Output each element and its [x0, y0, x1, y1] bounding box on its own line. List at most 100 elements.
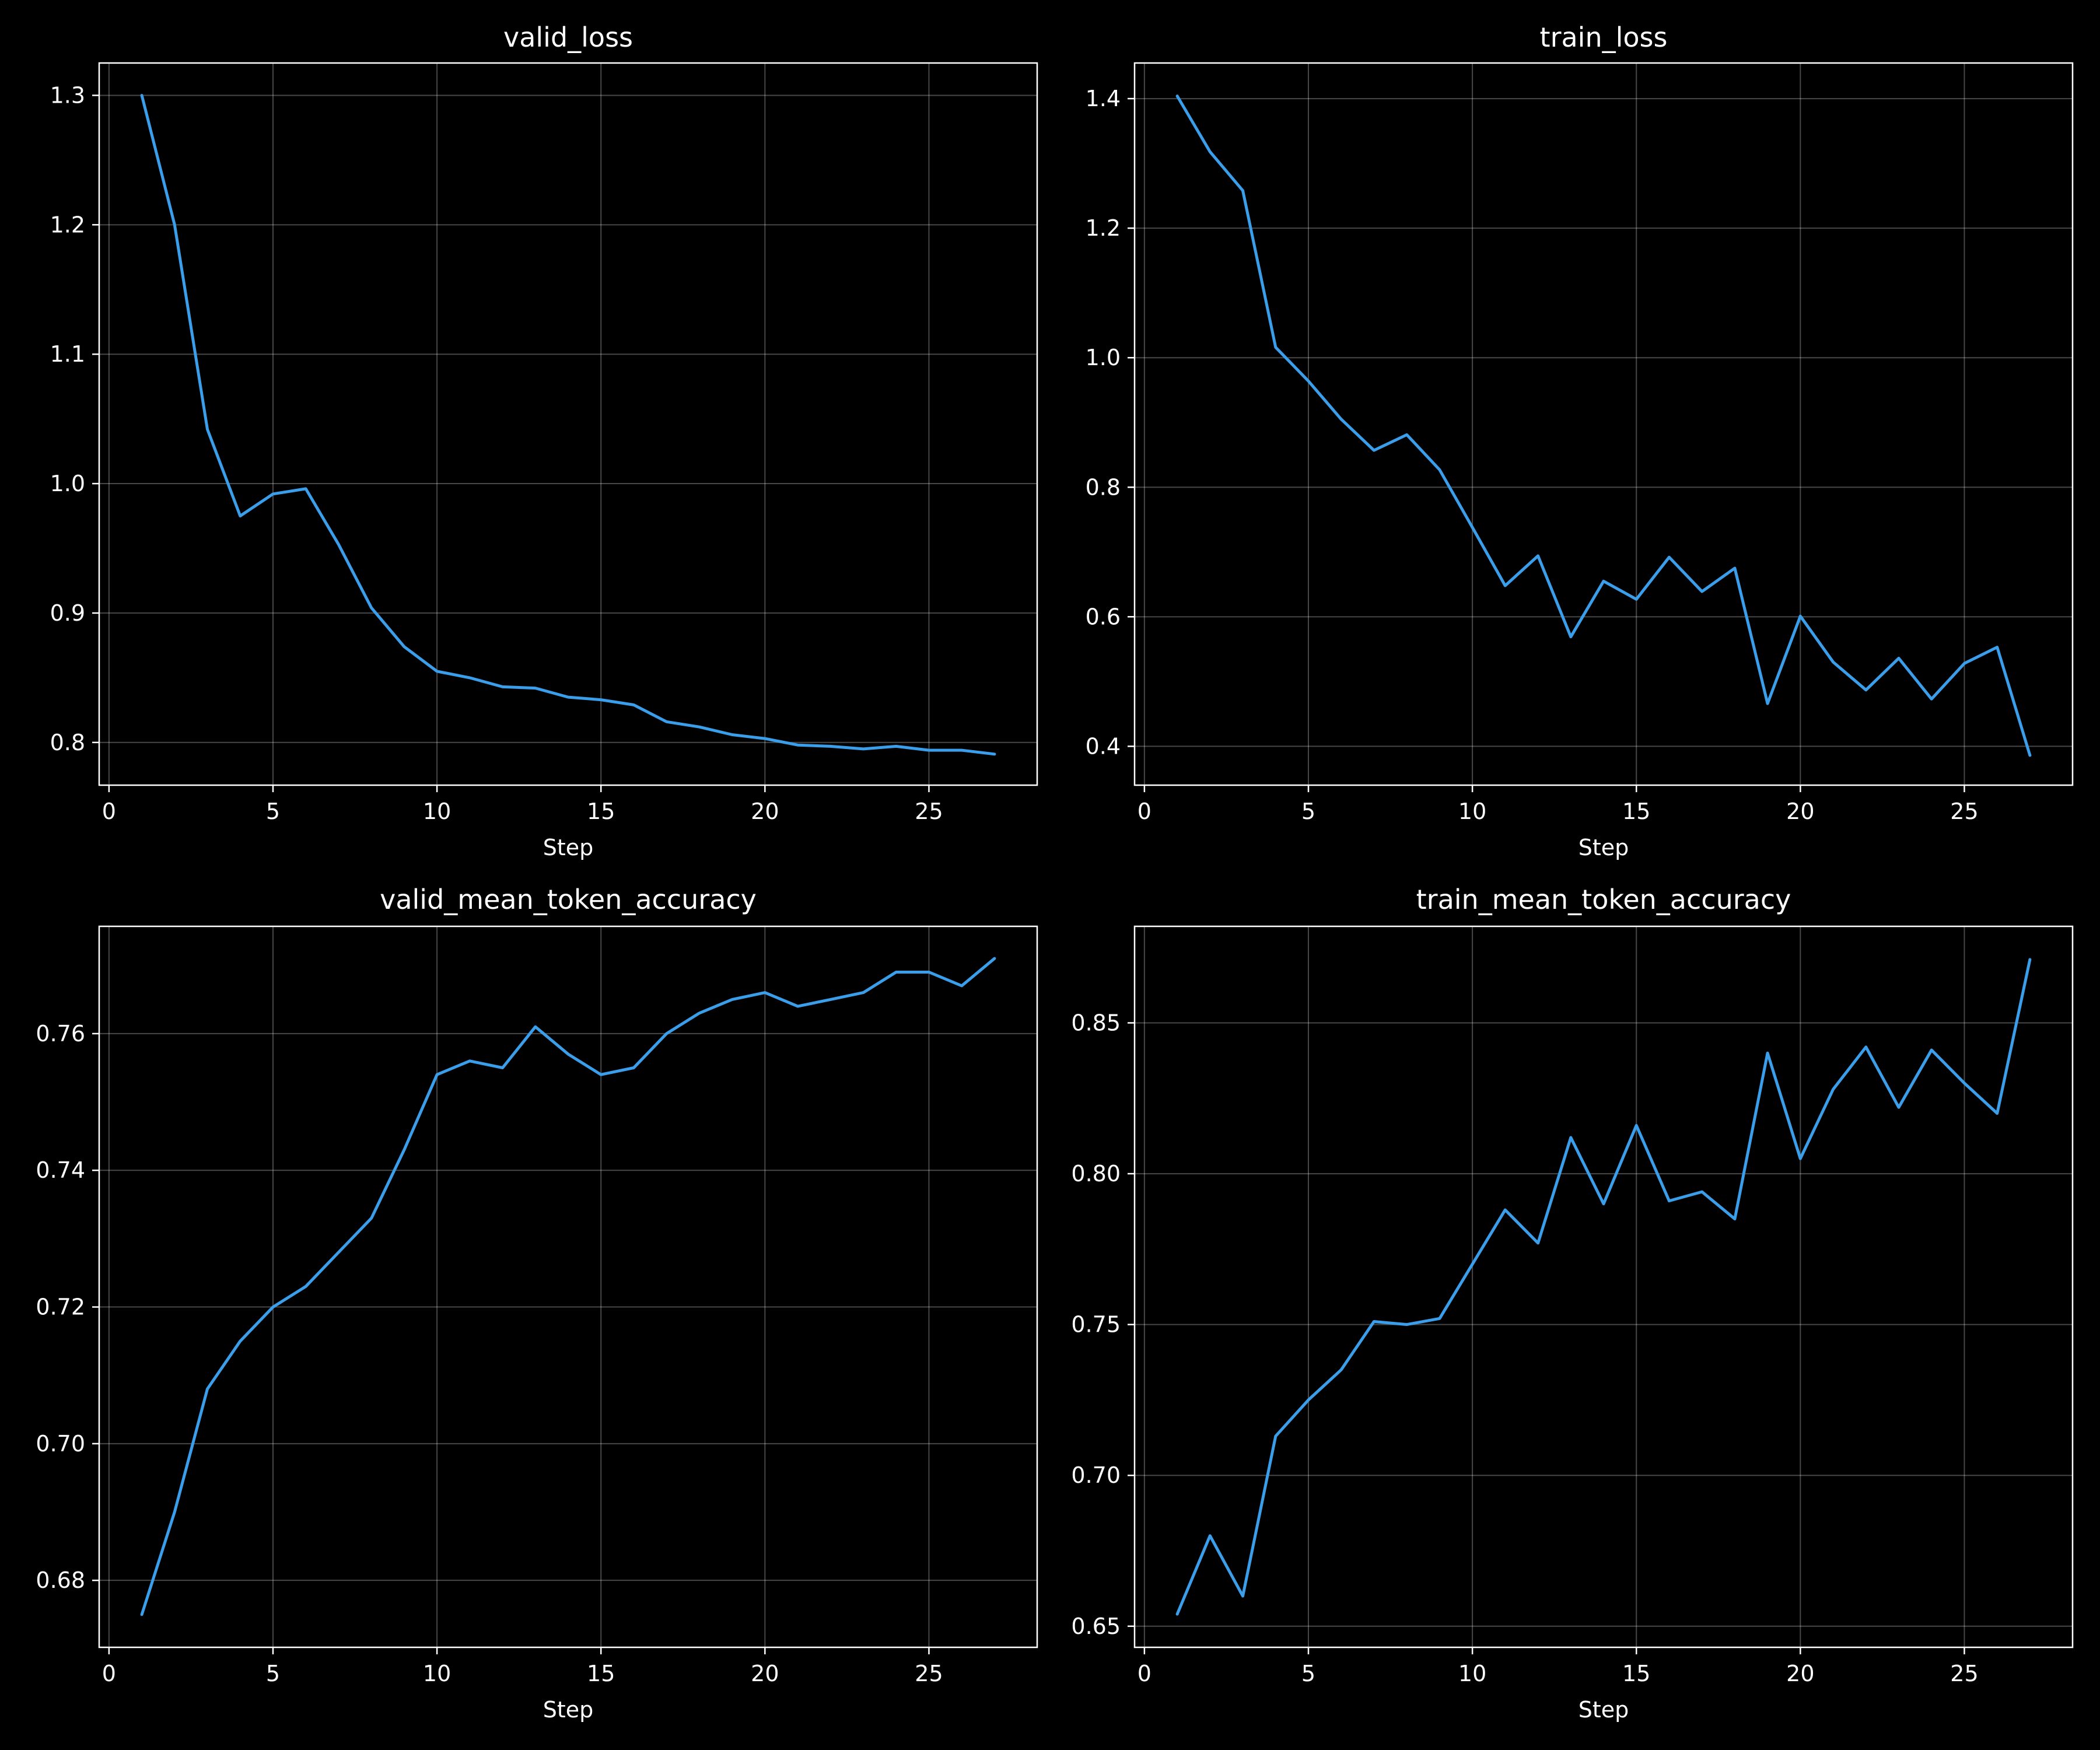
data-point — [664, 719, 669, 724]
data-point — [566, 1052, 570, 1056]
panel-train-mean-token-accuracy: train_mean_token_accuracy Step 0 5 10 15 20 2… — [1071, 884, 2074, 1723]
data-point — [402, 1147, 407, 1152]
y-tick-label: 0.8 — [1086, 474, 1121, 500]
y-tick-label: 0.4 — [1086, 733, 1121, 759]
data-point — [1634, 597, 1639, 601]
x-tick-label: 20 — [1786, 799, 1814, 824]
data-point — [1601, 579, 1606, 583]
data-point — [828, 744, 833, 748]
data-point — [467, 676, 472, 680]
data-point — [533, 686, 538, 691]
data-point — [1241, 188, 1245, 193]
data-point — [435, 1072, 439, 1077]
data-point — [1208, 1534, 1212, 1538]
panel-valid-loss: valid_loss Step 0 5 10 15 20 25 0.8 0.9 1.0 1.1 1.… — [50, 22, 1038, 860]
data-point — [1273, 1434, 1278, 1438]
data-point — [1700, 1189, 1704, 1194]
data-point — [1700, 589, 1704, 594]
x-tick-label: 25 — [1950, 1661, 1978, 1686]
data-point — [926, 970, 931, 974]
data-point — [1929, 696, 1934, 701]
data-point — [1175, 94, 1180, 99]
data-point — [1306, 379, 1311, 383]
data-point — [501, 684, 505, 689]
data-point — [1667, 555, 1671, 559]
data-point — [796, 1004, 800, 1009]
y-tick-label: 0.70 — [1071, 1462, 1121, 1488]
data-point — [139, 1612, 144, 1617]
data-point — [1273, 345, 1278, 349]
data-point — [1175, 1612, 1180, 1616]
axes-frame — [1133, 925, 2074, 1648]
y-tick-label: 1.4 — [1086, 86, 1121, 111]
data-point — [1765, 1051, 1770, 1055]
x-tick-label: 10 — [423, 1661, 451, 1686]
x-tick-label: 5 — [1301, 1661, 1315, 1686]
x-tick-label: 0 — [1138, 799, 1152, 824]
y-tick-label: 0.76 — [36, 1021, 85, 1046]
data-point — [369, 606, 374, 610]
data-point — [762, 736, 767, 741]
panel-title: train_loss — [1540, 22, 1668, 53]
y-tick-label: 0.75 — [1071, 1312, 1121, 1338]
data-point — [598, 1072, 603, 1077]
data-point — [1339, 1367, 1343, 1372]
data-point — [139, 93, 144, 97]
data-point — [697, 1011, 702, 1016]
data-point — [566, 695, 570, 699]
panel-title: valid_mean_token_accuracy — [380, 884, 757, 915]
x-tick-label: 0 — [1138, 1661, 1152, 1686]
data-point — [992, 752, 997, 757]
data-point — [730, 732, 734, 737]
x-axis-label: Step — [1578, 1697, 1629, 1723]
x-tick-label: 5 — [266, 1661, 280, 1686]
data-point — [1405, 432, 1409, 437]
y-tick-label: 0.65 — [1071, 1614, 1121, 1639]
y-tick-label: 0.74 — [36, 1157, 85, 1183]
data-point — [1798, 614, 1803, 618]
data-point — [1995, 1111, 2000, 1116]
data-point — [1634, 1123, 1639, 1128]
data-point — [1864, 1045, 1868, 1049]
data-point — [992, 956, 997, 961]
y-tick-label: 0.80 — [1071, 1161, 1121, 1186]
x-tick-label: 15 — [587, 799, 615, 824]
data-point — [861, 747, 866, 751]
panel-title: valid_loss — [503, 22, 633, 53]
data-point — [926, 748, 931, 752]
data-point — [2028, 957, 2032, 962]
data-point — [533, 1024, 538, 1029]
data-point — [828, 997, 833, 1002]
data-point — [1601, 1202, 1606, 1206]
data-point — [1503, 1208, 1507, 1212]
x-tick-label: 15 — [1622, 799, 1650, 824]
data-point — [1371, 1319, 1376, 1324]
data-point — [205, 427, 210, 432]
y-tick-label: 1.3 — [50, 82, 85, 108]
x-tick-label: 10 — [1458, 799, 1486, 824]
data-point — [1306, 1398, 1311, 1402]
data-point — [238, 1339, 243, 1343]
x-tick-label: 10 — [423, 799, 451, 824]
data-point — [762, 991, 767, 995]
data-point — [1962, 1081, 1966, 1086]
data-point — [172, 1510, 177, 1514]
y-tick-label: 1.0 — [50, 471, 85, 496]
y-tick-label: 1.2 — [1086, 215, 1121, 241]
data-point — [435, 669, 439, 674]
y-tick-label: 0.68 — [36, 1567, 85, 1593]
panel-train-loss: train_loss Step 0 5 10 15 20 25 0.4 0.6 0.8 1.0 1.… — [1086, 22, 2074, 860]
data-point — [960, 748, 964, 752]
x-axis-label: Step — [543, 835, 594, 860]
x-tick-label: 20 — [751, 1661, 779, 1686]
panel-title: train_mean_token_accuracy — [1416, 884, 1791, 915]
x-tick-label: 20 — [1786, 1661, 1814, 1686]
data-point — [1732, 566, 1737, 570]
data-point — [1437, 467, 1442, 472]
data-point — [1470, 1262, 1475, 1266]
data-point — [1569, 635, 1573, 639]
y-tick-label: 0.8 — [50, 730, 85, 755]
axes-frame — [1133, 62, 2074, 786]
data-point — [1995, 645, 2000, 650]
y-tick-label: 0.72 — [36, 1294, 85, 1320]
